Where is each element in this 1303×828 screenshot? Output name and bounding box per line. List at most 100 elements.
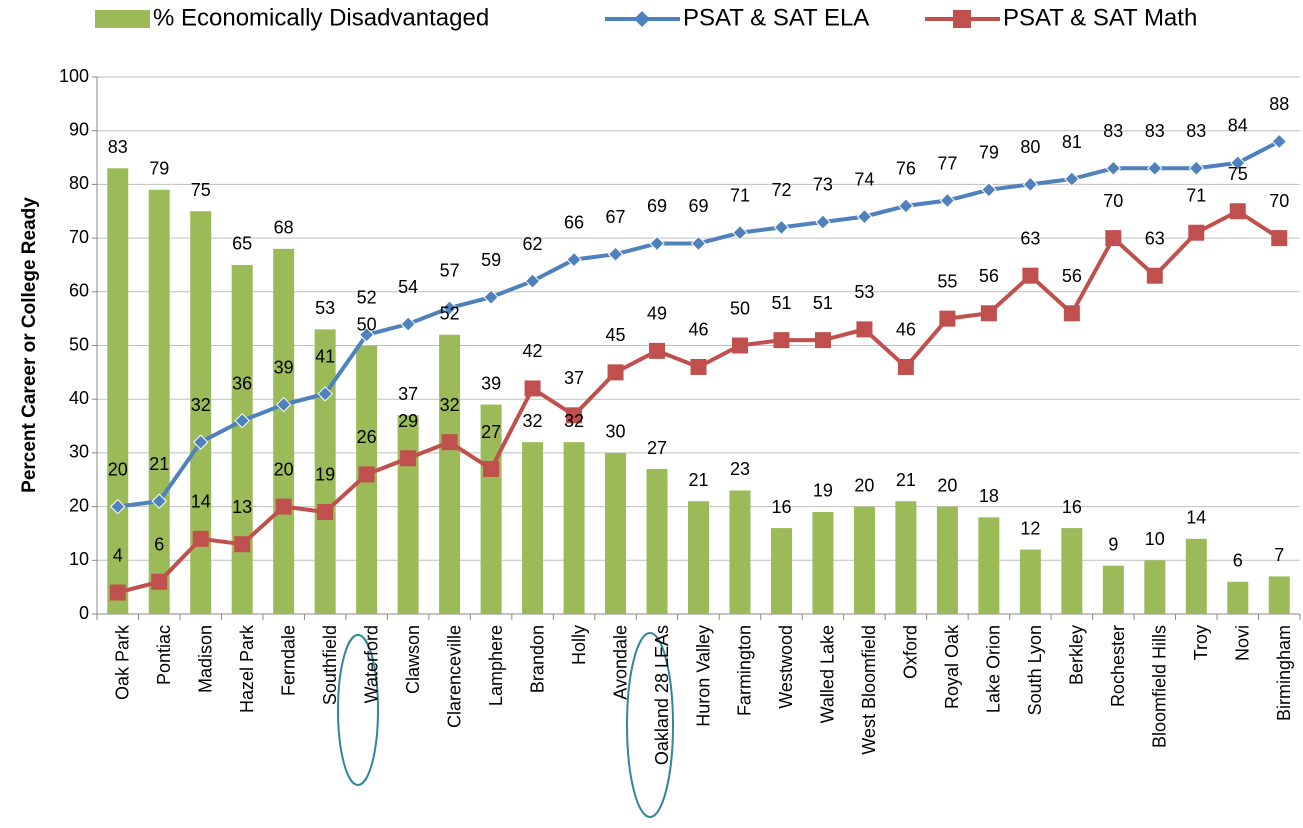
data-label: 70: [1269, 191, 1289, 211]
data-label: 69: [688, 196, 708, 216]
legend-swatch: [95, 10, 150, 28]
marker: [275, 498, 292, 515]
marker: [566, 251, 582, 268]
bar: [1268, 576, 1290, 614]
x-tick-label: Farmington: [735, 625, 755, 716]
data-label: 49: [647, 304, 667, 324]
data-label: 83: [1145, 121, 1165, 141]
marker: [566, 407, 583, 424]
data-label: 20: [854, 475, 874, 495]
bar: [1019, 549, 1041, 614]
data-label: 27: [481, 422, 501, 442]
marker: [234, 412, 250, 429]
data-label: 79: [149, 159, 169, 179]
marker: [690, 358, 707, 375]
marker: [607, 364, 624, 381]
data-label: 72: [771, 180, 791, 200]
marker: [939, 310, 956, 327]
marker: [1229, 203, 1246, 220]
data-label: 71: [730, 185, 750, 205]
data-label: 20: [108, 459, 128, 479]
data-label: 81: [1062, 132, 1082, 152]
data-label: 67: [606, 207, 626, 227]
data-label: 32: [523, 411, 543, 431]
data-label: 9: [1108, 534, 1118, 554]
data-label: 37: [564, 368, 584, 388]
highlight-ellipse: [337, 634, 379, 786]
data-label: 6: [154, 535, 164, 555]
legend-label: PSAT & SAT Math: [1003, 4, 1197, 31]
marker: [649, 235, 665, 252]
x-tick-label: Madison: [195, 625, 215, 693]
marker: [815, 214, 831, 230]
data-label: 83: [1186, 121, 1206, 141]
marker: [980, 305, 997, 322]
marker: [1105, 230, 1122, 247]
bar: [729, 490, 751, 614]
x-tick-label: Waterford: [361, 625, 381, 703]
data-label: 42: [523, 341, 543, 361]
marker: [773, 332, 790, 349]
data-label: 68: [274, 218, 294, 238]
bar: [190, 211, 212, 614]
x-tick-label: Lake Orion: [984, 625, 1004, 713]
data-label: 75: [191, 180, 211, 200]
y-tick-label: 10: [69, 549, 89, 569]
data-label: 52: [440, 304, 460, 324]
data-label: 56: [1062, 266, 1082, 286]
data-label: 63: [1145, 228, 1165, 248]
data-label: 59: [481, 250, 501, 270]
marker: [1022, 176, 1039, 193]
bar: [688, 501, 709, 614]
x-tick-label: Brandon: [527, 625, 547, 693]
marker: [192, 530, 209, 547]
data-label: 46: [896, 320, 916, 340]
marker: [1022, 267, 1039, 284]
marker: [1146, 267, 1163, 284]
y-tick-label: 90: [69, 119, 89, 139]
marker: [1105, 160, 1122, 176]
x-tick-label: Oakland 28 LEAs: [652, 625, 672, 765]
marker: [110, 498, 126, 515]
data-label: 66: [564, 212, 584, 232]
marker: [151, 573, 168, 590]
marker: [1063, 305, 1080, 322]
data-label: 14: [191, 492, 211, 512]
x-tick-label: West Bloomfield: [859, 625, 879, 755]
data-label: 51: [771, 293, 791, 313]
x-tick-label: Clawson: [403, 625, 423, 694]
data-label: 30: [606, 422, 626, 442]
marker: [275, 396, 292, 413]
bar: [563, 442, 585, 614]
x-tick-label: Bloomfield Hills: [1150, 625, 1170, 748]
data-label: 26: [357, 427, 377, 447]
x-tick-label: Hazel Park: [237, 624, 257, 713]
x-tick-label: South Lyon: [1025, 625, 1045, 715]
marker: [773, 219, 790, 236]
data-label: 29: [398, 411, 418, 431]
x-tick-label: Pontiac: [154, 625, 174, 685]
data-label: 4: [113, 545, 123, 565]
bar: [978, 517, 1000, 614]
marker: [151, 493, 167, 509]
marker: [732, 225, 748, 241]
marker: [939, 192, 956, 209]
data-label: 50: [357, 314, 377, 334]
marker: [192, 434, 209, 450]
data-label: 45: [606, 325, 626, 345]
data-label: 19: [315, 465, 335, 485]
marker: [524, 273, 541, 289]
data-label: 80: [1020, 137, 1040, 157]
data-label: 74: [854, 169, 874, 189]
data-label: 63: [1020, 228, 1040, 248]
x-tick-label: Oxford: [901, 625, 921, 679]
y-tick-label: 70: [69, 227, 89, 247]
y-tick-label: 80: [69, 173, 89, 193]
data-label: 76: [896, 159, 916, 179]
x-tick-label: Berkley: [1067, 625, 1087, 685]
data-label: 23: [730, 459, 750, 479]
marker: [358, 327, 375, 343]
data-label: 20: [274, 459, 294, 479]
data-label: 20: [937, 475, 957, 495]
y-tick-label: 50: [69, 334, 89, 354]
